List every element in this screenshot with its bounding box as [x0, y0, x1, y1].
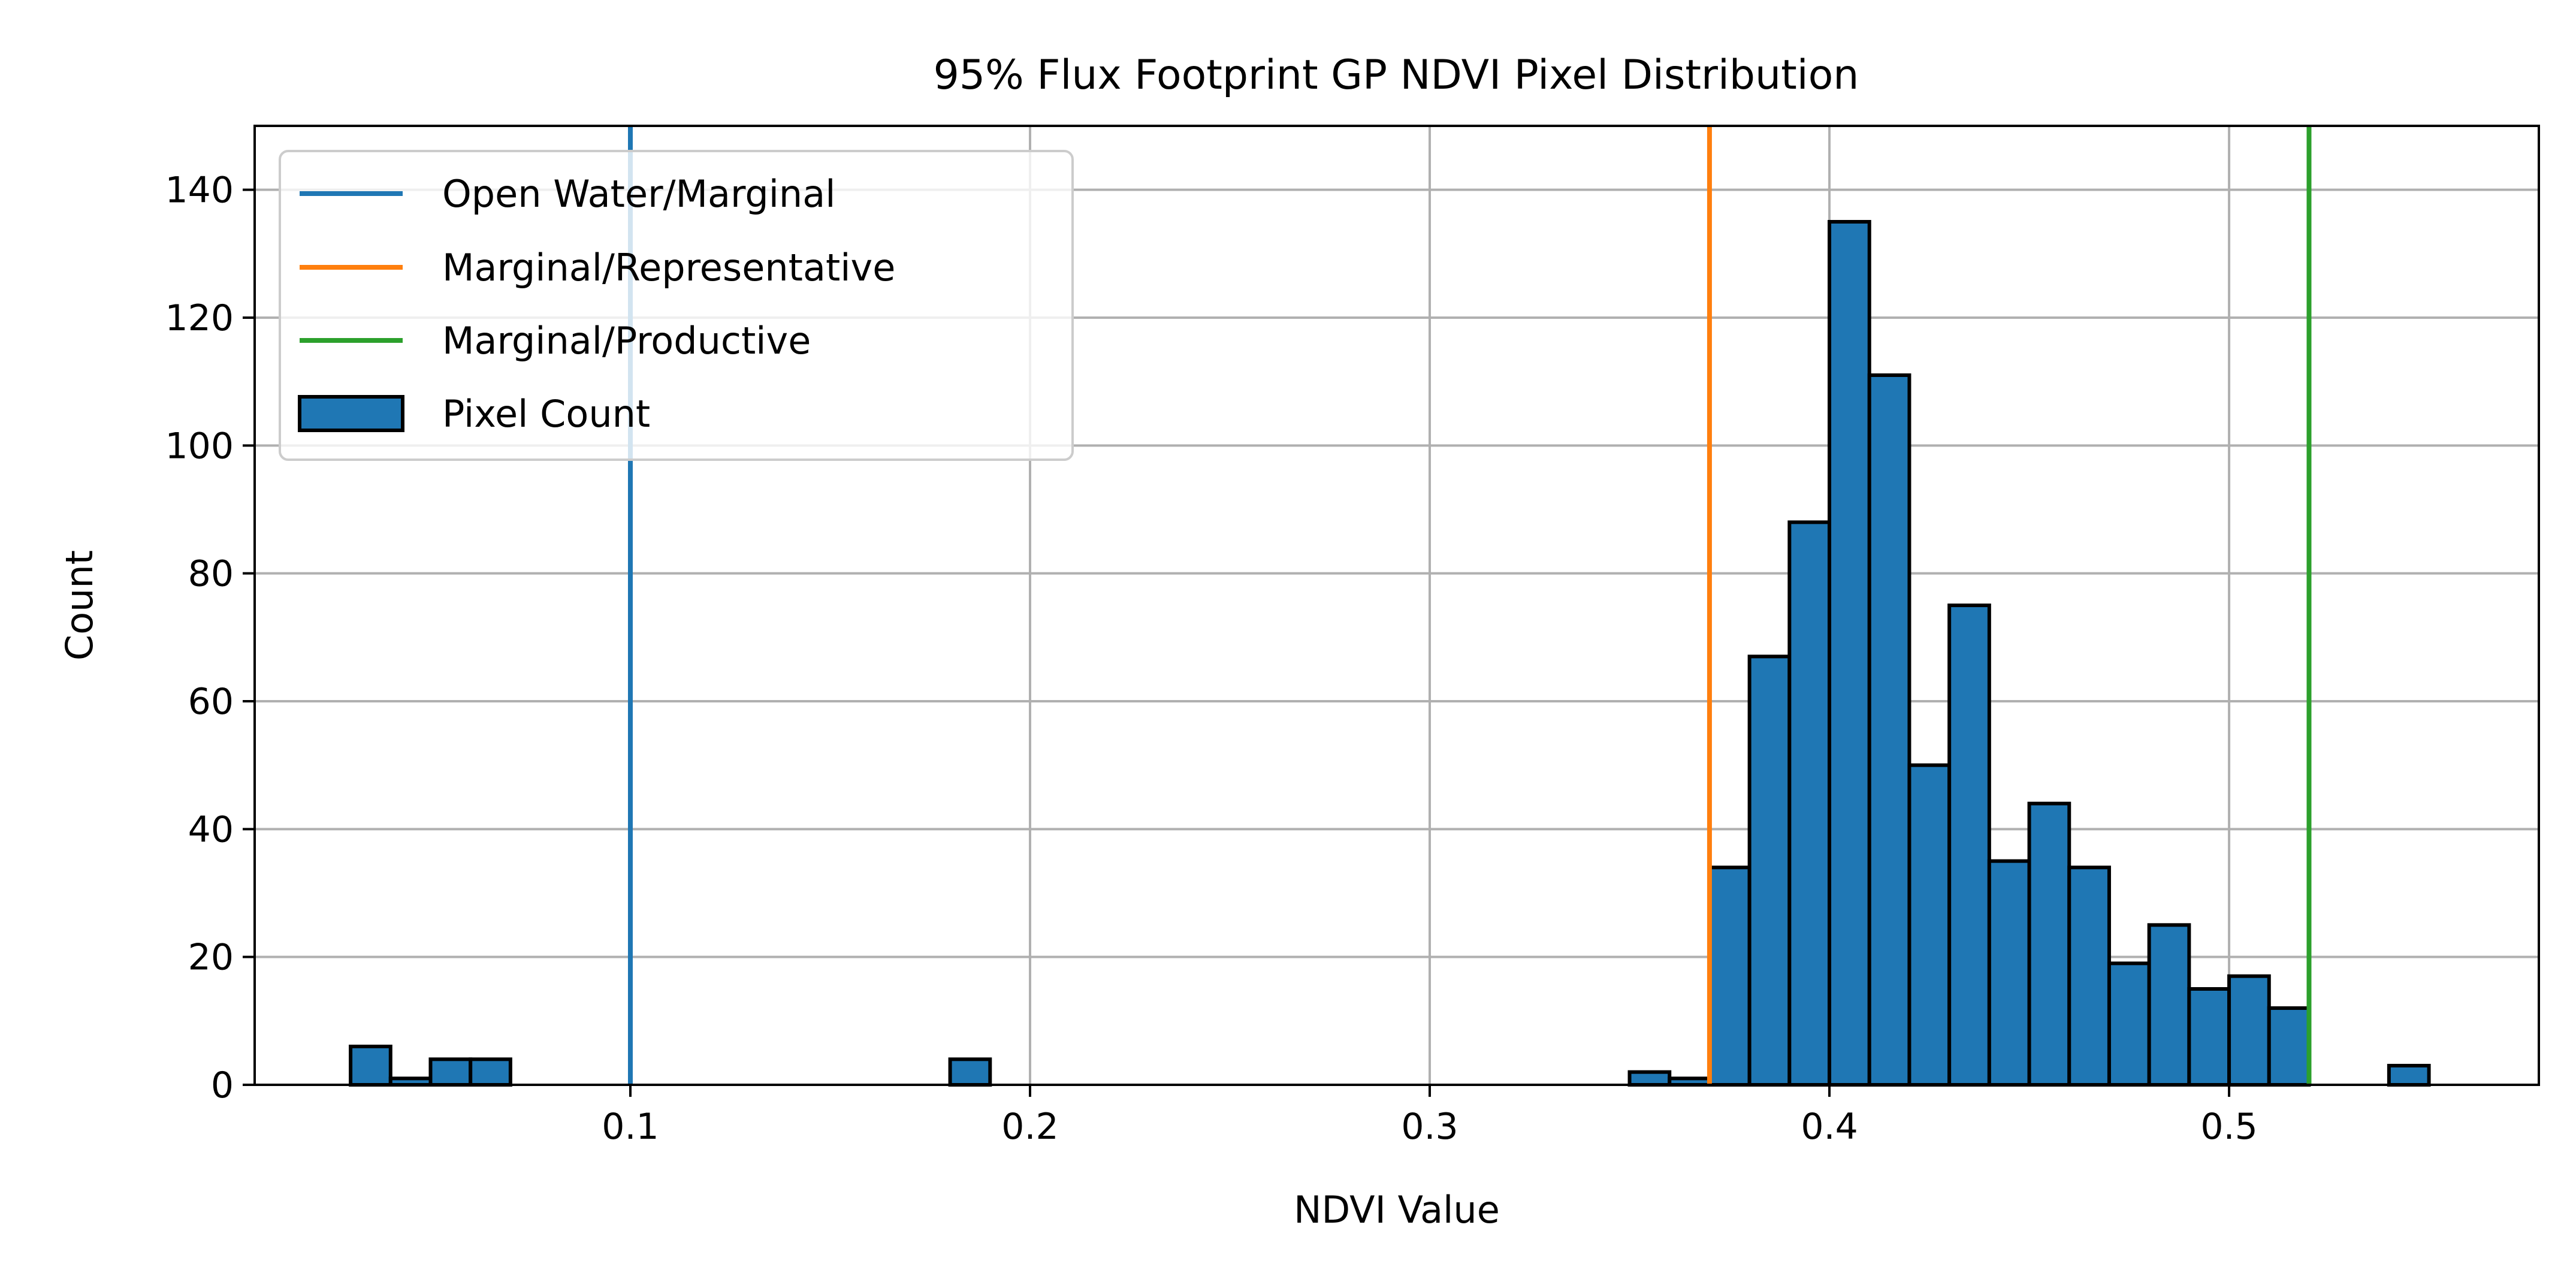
legend-label: Marginal/Productive — [442, 319, 811, 363]
y-tick-label: 120 — [165, 297, 234, 339]
histogram-bar — [948, 1057, 992, 1087]
x-tick-label: 0.3 — [1401, 1106, 1458, 1148]
histogram-bar — [2067, 865, 2111, 1087]
y-tick-label: 80 — [188, 553, 234, 595]
y-tick-label: 20 — [188, 937, 234, 979]
histogram-bar — [1947, 604, 1991, 1087]
histogram-bar — [1828, 220, 1871, 1087]
chart-title: 95% Flux Footprint GP NDVI Pixel Distrib… — [934, 52, 1859, 99]
y-tick-label: 140 — [165, 170, 234, 212]
y-tick-label: 40 — [188, 809, 234, 850]
histogram-bar — [2267, 1006, 2311, 1087]
plot-frame — [253, 125, 2540, 1086]
histogram-bar — [1707, 865, 1751, 1087]
x-tick-label: 0.1 — [602, 1106, 659, 1148]
x-tick-label: 0.2 — [1001, 1106, 1058, 1148]
legend-label: Pixel Count — [442, 392, 650, 436]
y-tick-label: 100 — [165, 425, 234, 467]
histogram-bars — [349, 220, 2431, 1087]
histogram-bar — [1867, 373, 1911, 1087]
x-axis-label: NDVI Value — [1294, 1188, 1500, 1232]
histogram-bar — [1787, 520, 1832, 1087]
histogram-bar — [1747, 654, 1792, 1087]
histogram-bar — [2027, 801, 2071, 1087]
legend-label: Marginal/Representative — [442, 246, 895, 289]
y-tick-label: 60 — [188, 681, 234, 723]
legend: Open Water/Marginal Marginal/Representati… — [279, 150, 1074, 461]
x-tick-label: 0.5 — [2200, 1106, 2257, 1148]
legend-frame — [279, 150, 1074, 461]
histogram-bar — [1987, 859, 2031, 1087]
histogram-bar — [2227, 974, 2271, 1087]
histogram-bar — [1907, 763, 1952, 1087]
histogram-bar — [349, 1045, 392, 1087]
legend-bar-swatch — [298, 395, 404, 432]
histogram-bar — [469, 1057, 512, 1087]
histogram-bar — [1627, 1070, 1672, 1087]
histogram-bar — [428, 1057, 473, 1087]
histogram-bar — [2387, 1064, 2431, 1087]
y-tick-label: 0 — [211, 1064, 234, 1106]
axis-ticks: 0.1 0.2 0.3 0.4 0.5 0 20 40 60 80 100 120 140 — [165, 170, 2257, 1148]
y-axis-label: Count — [58, 550, 101, 660]
histogram-bar — [2107, 961, 2151, 1087]
histogram-bar — [2147, 923, 2191, 1087]
histogram-bar — [2187, 987, 2231, 1087]
x-tick-label: 0.4 — [1801, 1106, 1858, 1148]
legend-label: Open Water/Marginal — [442, 172, 835, 216]
